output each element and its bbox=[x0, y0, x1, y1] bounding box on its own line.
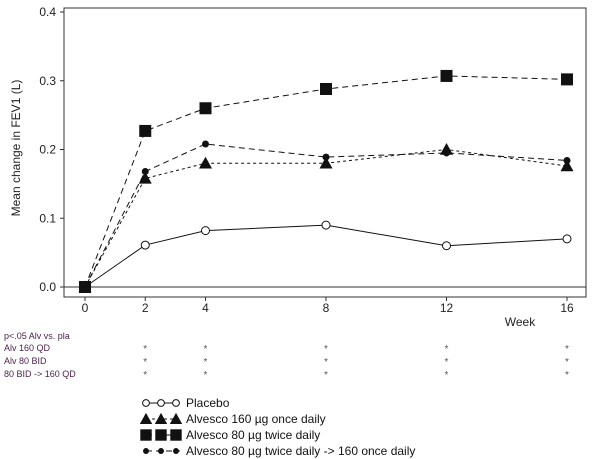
data-point-alvesco-80-g-twice-daily-160-once-daily bbox=[563, 157, 571, 164]
data-point-alvesco-160-g-once-daily bbox=[319, 156, 333, 169]
axes: 0.0 0.1 0.2 0.3 0.4 0 2 4 8 12 16 bbox=[39, 5, 587, 315]
significance-star: * bbox=[565, 344, 569, 355]
x-tick-label: 8 bbox=[323, 301, 330, 315]
series-lines bbox=[84, 75, 568, 288]
legend-marker bbox=[170, 429, 182, 441]
data-point-alvesco-80-g-twice-daily-160-once-daily bbox=[202, 140, 209, 148]
x-tick-label: 16 bbox=[560, 301, 574, 315]
series-line-alvesco-160-g-once-daily bbox=[84, 148, 568, 288]
legend-marker bbox=[158, 448, 164, 454]
x-tick-label: 4 bbox=[202, 301, 209, 315]
legend-marker bbox=[173, 448, 179, 454]
data-point-placebo bbox=[442, 241, 451, 251]
y-tick-label: 0.4 bbox=[39, 5, 56, 19]
legend-marker bbox=[169, 412, 183, 424]
significance-star: * bbox=[565, 357, 569, 368]
data-point-alvesco-80-g-twice-daily bbox=[199, 102, 212, 115]
significance-star: * bbox=[445, 357, 449, 368]
significance-star: * bbox=[445, 370, 449, 381]
significance-star: * bbox=[324, 357, 328, 368]
significance-header: p<.05 Alv vs. pla bbox=[4, 331, 70, 341]
significance-star: * bbox=[445, 344, 449, 355]
data-point-alvesco-80-g-twice-daily bbox=[440, 69, 453, 82]
data-point-alvesco-80-g-twice-daily-160-once-daily bbox=[81, 283, 89, 291]
data-point-alvesco-80-g-twice-daily bbox=[139, 124, 152, 137]
y-tick-label: 0.3 bbox=[39, 74, 56, 88]
significance-star: * bbox=[143, 344, 147, 355]
legend-item: Alvesco 80 µg twice daily bbox=[140, 428, 320, 442]
data-point-alvesco-160-g-once-daily bbox=[560, 159, 574, 172]
legend-marker bbox=[143, 448, 149, 454]
legend-label: Alvesco 80 µg twice daily -> 160 once da… bbox=[186, 444, 415, 458]
data-point-alvesco-80-g-twice-daily-160-once-daily bbox=[141, 168, 149, 175]
significance-star: * bbox=[143, 370, 147, 381]
significance-row-label: 80 BID -> 160 QD bbox=[4, 369, 76, 379]
x-tick-label: 2 bbox=[142, 301, 149, 315]
y-axis-title: Mean change in FEV1 (L) bbox=[9, 80, 23, 217]
significance-star: * bbox=[204, 370, 208, 381]
significance-star: * bbox=[324, 344, 328, 355]
significance-star: * bbox=[565, 370, 569, 381]
legend-marker bbox=[155, 429, 167, 441]
legend-item: Alvesco 80 µg twice daily -> 160 once da… bbox=[143, 444, 415, 458]
legend-label: Alvesco 160 µg once daily bbox=[186, 412, 326, 426]
significance-star: * bbox=[204, 357, 208, 368]
data-point-alvesco-80-g-twice-daily bbox=[561, 73, 573, 86]
series-markers bbox=[78, 69, 574, 293]
y-tick-label: 0.1 bbox=[39, 211, 56, 225]
legend-item: Placebo bbox=[142, 396, 230, 410]
significance-row-label: Alv 80 BID bbox=[4, 356, 47, 366]
significance-star: * bbox=[324, 370, 328, 381]
legend-marker bbox=[140, 429, 152, 441]
plot-frame bbox=[63, 7, 587, 298]
data-point-alvesco-80-g-twice-daily-160-once-daily bbox=[322, 153, 330, 161]
series-line-placebo bbox=[84, 224, 568, 288]
data-point-placebo bbox=[201, 226, 210, 236]
legend-label: Placebo bbox=[186, 396, 230, 410]
significance-star: * bbox=[143, 357, 147, 368]
legend-label: Alvesco 80 µg twice daily bbox=[186, 428, 320, 442]
data-point-alvesco-80-g-twice-daily bbox=[320, 83, 332, 95]
y-tick-label: 0.2 bbox=[39, 143, 56, 157]
legend-marker bbox=[139, 412, 153, 424]
data-point-placebo bbox=[140, 240, 150, 250]
legend-marker bbox=[172, 399, 180, 407]
significance-star: * bbox=[204, 344, 208, 355]
data-point-alvesco-160-g-once-daily bbox=[138, 171, 152, 184]
significance-table: p<.05 Alv vs. pla Alv 160 QD * * * * * Alv 80 B… bbox=[4, 331, 569, 381]
data-point-placebo bbox=[321, 220, 331, 230]
data-point-placebo bbox=[562, 234, 572, 244]
legend-marker bbox=[157, 399, 165, 407]
legend-item: Alvesco 160 µg once daily bbox=[139, 412, 326, 426]
legend-marker bbox=[154, 412, 168, 424]
data-point-alvesco-80-g-twice-daily-160-once-daily bbox=[443, 149, 450, 157]
x-tick-label: 0 bbox=[82, 301, 89, 315]
x-tick-label: 12 bbox=[440, 301, 454, 315]
x-axis-title: Week bbox=[505, 315, 536, 329]
series-line-alvesco-80-g-twice-daily bbox=[84, 75, 568, 288]
legend: Placebo Alvesco 160 µg once daily Alvesco … bbox=[139, 396, 415, 458]
data-point-alvesco-160-g-once-daily bbox=[199, 156, 212, 169]
legend-marker bbox=[142, 399, 150, 407]
significance-row-label: Alv 160 QD bbox=[4, 343, 51, 353]
y-tick-label: 0.0 bbox=[39, 280, 56, 294]
